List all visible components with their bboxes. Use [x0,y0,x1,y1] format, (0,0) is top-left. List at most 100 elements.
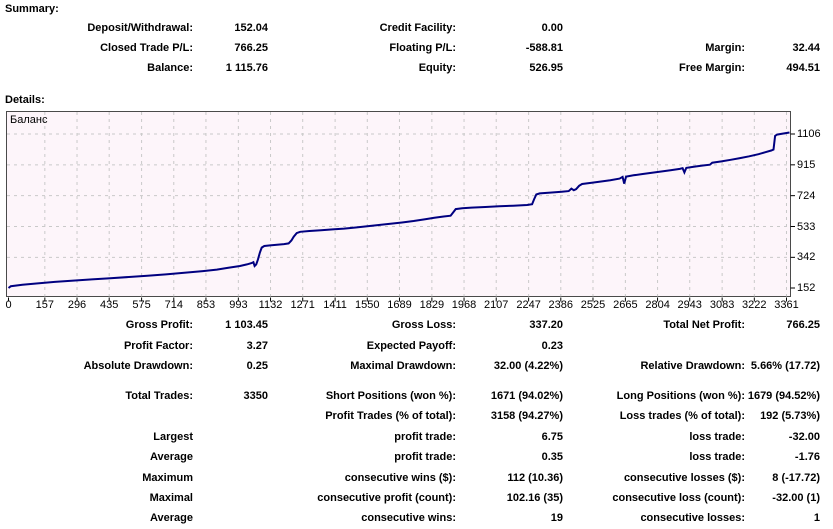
stat-value: 3.27 [246,339,268,352]
stat-value: 1 103.45 [225,319,268,331]
stat-label: Floating P/L: [389,42,456,54]
y-axis-tick-label: 724 [797,189,816,202]
stat-value [193,508,268,528]
x-axis-tick-label: 3361 [774,299,799,311]
y-axis-tick-label: 1106 [797,128,821,140]
stat-value: 19 [550,512,563,525]
stat-value: 526.95 [529,62,563,74]
stat-value: 152.04 [234,22,268,34]
x-axis-tick-label: 714 [164,299,183,311]
stat-label: Loss trades (% of total): [619,410,745,423]
x-axis-tick-label: 2386 [548,299,574,311]
stat-value: 0.25 [246,360,268,372]
stat-label: Deposit/Withdrawal: [87,22,193,34]
x-axis-tick-label: 2247 [516,299,541,311]
stat-value: 766.25 [234,42,268,54]
stat-label: consecutive losses: [640,512,745,525]
stat-label: profit trade: [394,451,456,464]
statistics-table-bottom: Total Trades: 3350 Short Positions (won %)… [0,386,820,529]
stat-value: 0.00 [541,22,563,34]
x-axis-tick-label: 3222 [742,299,767,311]
stat-value [193,406,268,426]
y-axis-tick-label: 533 [797,220,816,233]
stat-value [193,468,268,488]
stat-label: Profit Trades (% of total): [325,410,456,423]
x-axis-tick-label: 2525 [580,299,606,311]
x-axis-tick-label: 1829 [419,299,445,311]
stat-label: Margin: [705,42,745,54]
stat-value: 6.75 [541,430,563,443]
stat-value [745,18,820,38]
stat-label: Average [149,451,193,464]
stat-label: profit trade: [394,430,456,443]
stat-value: 192 (5.73%) [760,410,820,423]
stat-label: Maximal [149,492,193,505]
x-axis-tick-label: 993 [229,299,248,311]
y-axis-tick-label: 152 [797,282,816,294]
x-axis-tick-label: 853 [196,299,216,311]
stat-value: 1671 (94.02%) [490,390,563,402]
stat-value: 3350 [243,390,268,402]
summary-section-title: Summary: [5,3,59,15]
stat-label: Gross Loss: [391,319,456,331]
x-axis-tick-label: 3083 [709,299,735,311]
stat-value: 3158 (94.27%) [490,410,563,423]
stat-label: Total Trades: [125,390,193,402]
summary-table: Deposit/Withdrawal: 152.04 Credit Facility… [0,18,820,78]
chart-series-label: Баланс [10,114,48,126]
plot-area [6,111,791,297]
stat-value: 1 [813,512,820,525]
x-axis-tick-label: 2107 [483,299,509,311]
stat-value [193,488,268,508]
x-axis-tick-label: 296 [67,299,87,311]
stat-label: consecutive profit (count): [317,492,456,505]
x-axis-tick-label: 2943 [677,299,702,311]
stat-value [193,447,268,467]
stat-value: 0.23 [541,339,563,352]
stat-label: Free Margin: [678,62,745,74]
stat-label: Average [149,512,193,525]
stat-label: Relative Drawdown: [640,360,745,372]
stat-label: consecutive wins ($): [344,471,456,484]
y-axis-tick-label: 915 [797,158,816,171]
x-axis-tick-label: 1411 [323,299,347,311]
stat-value: 0.35 [541,451,563,464]
x-axis-tick-label: 0 [5,299,12,311]
x-axis-tick-label: 157 [35,299,54,311]
stat-value: 8 (-17.72) [772,471,820,484]
stat-value: 5.66% (17.72) [750,360,820,372]
x-axis-tick-label: 435 [100,299,119,311]
stat-value: 112 (10.36) [507,471,563,484]
stat-value: 102.16 (35) [506,492,563,505]
stat-value: -588.81 [525,42,563,54]
stat-label: Equity: [418,62,456,74]
stat-label: Largest [153,430,193,443]
balance-chart-canvas [6,111,795,302]
stat-label: Balance: [147,62,193,74]
stat-value: -1.76 [794,451,820,464]
stat-label: consecutive wins: [361,512,456,525]
stat-value: -32.00 (1) [772,492,820,505]
stat-label [563,18,745,38]
stat-value: -32.00 [788,430,820,443]
stat-label: consecutive loss (count): [612,492,745,505]
stat-value: 32.00 (4.22%) [493,360,563,372]
stat-label: Short Positions (won %): [325,390,456,402]
x-axis-tick-label: 2665 [613,299,638,311]
stat-label: Gross Profit: [125,319,193,331]
stat-label: loss trade: [689,430,745,443]
stat-label: Maximum [142,471,193,484]
stat-label: Long Positions (won %): [616,390,745,402]
stat-value: 1 115.76 [225,62,268,74]
stat-value [745,336,820,357]
x-axis-tick-label: 1968 [451,299,477,311]
x-axis-tick-label: 1550 [355,299,380,311]
y-axis-tick-label: 342 [797,251,816,264]
stat-label: Credit Facility: [379,22,456,34]
stat-label [563,336,745,357]
stat-value: 1679 (94.52%) [747,390,820,402]
stat-value: 32.44 [792,42,820,54]
stat-label: loss trade: [689,451,745,464]
balance-curve [7,131,790,289]
